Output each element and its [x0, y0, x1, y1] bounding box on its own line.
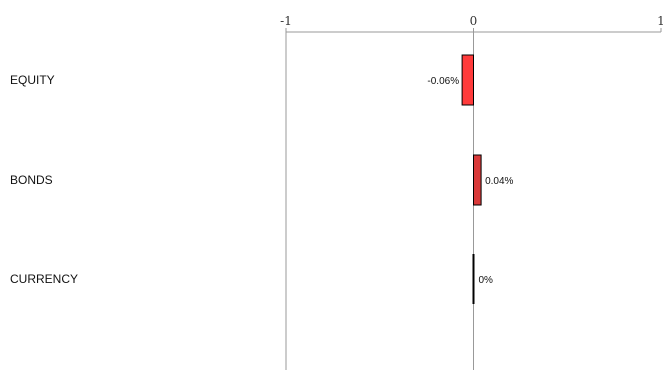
- bar: [461, 54, 475, 106]
- bars: [461, 54, 482, 304]
- bar: [473, 154, 482, 206]
- x-tick-label: 0: [470, 14, 478, 28]
- category-label: BONDS: [10, 173, 53, 187]
- category-label: EQUITY: [10, 73, 55, 87]
- data-label: 0%: [479, 275, 494, 286]
- category-label: CURRENCY: [10, 272, 78, 286]
- bar: [472, 254, 475, 304]
- x-tick-label: -1: [280, 14, 292, 28]
- category-axis: EQUITY BONDS CURRENCY: [10, 73, 78, 286]
- x-axis: -1 0 1: [280, 14, 663, 32]
- x-tick-label: 1: [657, 14, 663, 28]
- data-label: -0.06%: [427, 76, 459, 87]
- data-label: 0.04%: [485, 176, 513, 187]
- data-labels: -0.06% 0.04% 0%: [427, 76, 513, 286]
